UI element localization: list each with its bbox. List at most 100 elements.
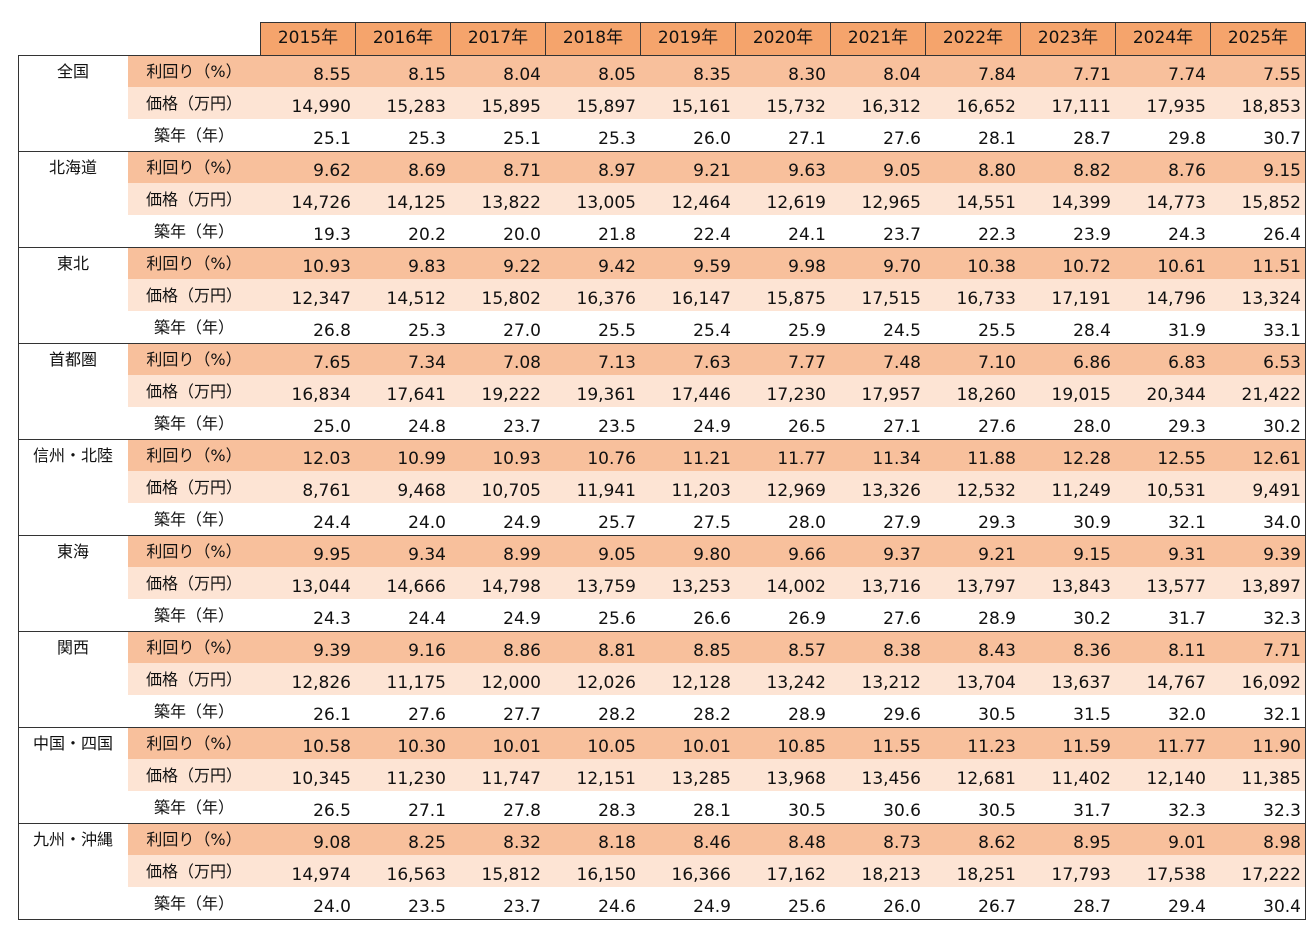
metric-label: 築年（年）	[128, 887, 260, 919]
value-cell: 8.80	[925, 151, 1020, 183]
value-cell: 17,222	[1210, 855, 1305, 887]
year-header: 2024年	[1115, 22, 1211, 56]
value-cell: 16,092	[1210, 663, 1305, 695]
year-header: 2018年	[545, 22, 641, 56]
metric-label: 築年（年）	[128, 503, 260, 535]
value-cell: 12,532	[925, 471, 1020, 503]
value-cell: 8.30	[735, 55, 830, 87]
value-cell: 12.61	[1210, 439, 1305, 471]
value-cell: 25.6	[545, 599, 640, 631]
value-cell: 28.3	[545, 791, 640, 823]
value-cell: 16,563	[355, 855, 450, 887]
value-cell: 9.63	[735, 151, 830, 183]
value-cell: 24.9	[640, 407, 735, 439]
value-cell: 17,935	[1115, 87, 1210, 119]
value-cell: 28.0	[735, 503, 830, 535]
value-cell: 17,538	[1115, 855, 1210, 887]
value-cell: 32.0	[1115, 695, 1210, 727]
year-header: 2023年	[1020, 22, 1116, 56]
year-header: 2025年	[1210, 22, 1306, 56]
value-cell: 30.4	[1210, 887, 1305, 919]
value-cell: 13,285	[640, 759, 735, 791]
value-cell: 12,151	[545, 759, 640, 791]
value-cell: 7.63	[640, 343, 735, 375]
value-cell: 17,191	[1020, 279, 1115, 311]
value-cell: 11.90	[1210, 727, 1305, 759]
value-cell: 14,399	[1020, 183, 1115, 215]
value-cell: 7.13	[545, 343, 640, 375]
value-cell: 14,798	[450, 567, 545, 599]
value-cell: 7.55	[1210, 55, 1305, 87]
region-label: 中国・四国	[32, 734, 113, 753]
value-cell: 14,125	[355, 183, 450, 215]
value-cell: 32.3	[1210, 599, 1305, 631]
value-cell: 9,491	[1210, 471, 1305, 503]
value-cell: 9.16	[355, 631, 450, 663]
value-cell: 8.05	[545, 55, 640, 87]
value-cell: 32.1	[1115, 503, 1210, 535]
value-cell: 15,895	[450, 87, 545, 119]
value-cell: 9.59	[640, 247, 735, 279]
value-cell: 11.59	[1020, 727, 1115, 759]
value-cell: 20.0	[450, 215, 545, 247]
region-label: 全国	[56, 62, 89, 81]
value-cell: 16,366	[640, 855, 735, 887]
metric-label: 築年（年）	[128, 215, 260, 247]
value-cell: 15,802	[450, 279, 545, 311]
year-header: 2021年	[830, 22, 926, 56]
value-cell: 14,726	[260, 183, 355, 215]
group-border	[18, 439, 1306, 536]
value-cell: 25.9	[735, 311, 830, 343]
value-cell: 9.62	[260, 151, 355, 183]
metric-label: 築年（年）	[128, 407, 260, 439]
value-cell: 23.7	[830, 215, 925, 247]
value-cell: 10.38	[925, 247, 1020, 279]
value-cell: 28.2	[640, 695, 735, 727]
value-cell: 15,875	[735, 279, 830, 311]
value-cell: 27.0	[450, 311, 545, 343]
value-cell: 24.1	[735, 215, 830, 247]
value-cell: 30.2	[1020, 599, 1115, 631]
value-cell: 13,822	[450, 183, 545, 215]
metric-label: 価格（万円）	[128, 663, 260, 695]
group-border	[18, 343, 1306, 440]
value-cell: 8.43	[925, 631, 1020, 663]
value-cell: 15,161	[640, 87, 735, 119]
metric-label: 価格（万円）	[128, 279, 260, 311]
value-cell: 9.05	[545, 535, 640, 567]
region-label: 東海	[56, 542, 89, 561]
value-cell: 28.4	[1020, 311, 1115, 343]
value-cell: 33.1	[1210, 311, 1305, 343]
value-cell: 23.7	[450, 407, 545, 439]
value-cell: 16,312	[830, 87, 925, 119]
value-cell: 10.85	[735, 727, 830, 759]
value-cell: 20,344	[1115, 375, 1210, 407]
value-cell: 25.7	[545, 503, 640, 535]
value-cell: 15,283	[355, 87, 450, 119]
value-cell: 32.3	[1210, 791, 1305, 823]
value-cell: 24.6	[545, 887, 640, 919]
value-cell: 10.30	[355, 727, 450, 759]
region-label: 東北	[56, 254, 89, 273]
value-cell: 25.4	[640, 311, 735, 343]
value-cell: 9.15	[1020, 535, 1115, 567]
value-cell: 18,853	[1210, 87, 1305, 119]
value-cell: 9.42	[545, 247, 640, 279]
metric-label: 利回り（%）	[128, 55, 260, 87]
value-cell: 14,767	[1115, 663, 1210, 695]
value-cell: 9.39	[1210, 535, 1305, 567]
value-cell: 25.5	[925, 311, 1020, 343]
value-cell: 12,140	[1115, 759, 1210, 791]
value-cell: 28.9	[735, 695, 830, 727]
value-cell: 9.15	[1210, 151, 1305, 183]
value-cell: 6.53	[1210, 343, 1305, 375]
value-cell: 26.0	[830, 887, 925, 919]
value-cell: 7.48	[830, 343, 925, 375]
value-cell: 11.51	[1210, 247, 1305, 279]
value-cell: 14,002	[735, 567, 830, 599]
value-cell: 8.95	[1020, 823, 1115, 855]
value-cell: 23.5	[355, 887, 450, 919]
region-label: 九州・沖縄	[32, 830, 113, 849]
value-cell: 8.97	[545, 151, 640, 183]
